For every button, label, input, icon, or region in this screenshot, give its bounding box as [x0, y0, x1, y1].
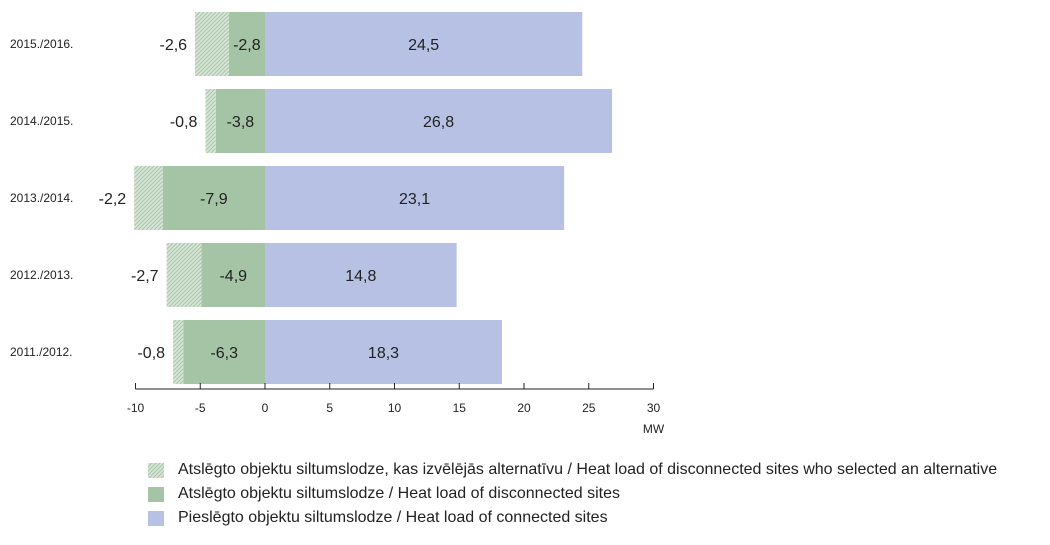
x-tick-label: 15 — [453, 401, 467, 415]
data-label-connected: 24,5 — [408, 37, 439, 54]
bar-alternative — [167, 243, 202, 307]
chart: 2015./2016. 24,5 -2,8 -2,6 2014./2015. 26,8 -3… — [0, 0, 1050, 455]
data-label-disconnected: -7,9 — [200, 191, 228, 208]
x-tick-label: -5 — [195, 401, 206, 415]
data-label-connected: 23,1 — [399, 191, 430, 208]
hatch-swatch — [148, 463, 164, 478]
data-label-alternative: -2,2 — [99, 191, 127, 208]
legend-item-disconnected: Atslēgto objektu siltumslodze / Heat loa… — [148, 483, 997, 505]
x-tick-label: 30 — [647, 401, 661, 415]
legend-label-connected: Pieslēgto objektu siltumslodze / Heat lo… — [178, 509, 608, 527]
x-tick-label: 0 — [262, 401, 269, 415]
category-label: 2011./2012. — [10, 345, 73, 359]
data-label-disconnected: -6,3 — [210, 345, 238, 362]
data-label-alternative: -2,6 — [159, 37, 187, 54]
data-label-alternative: -2,7 — [131, 268, 159, 285]
data-label-alternative: -0,8 — [170, 114, 198, 131]
x-tick-label: 5 — [326, 401, 333, 415]
data-label-connected: 18,3 — [368, 345, 399, 362]
data-label-disconnected: -4,9 — [219, 268, 247, 285]
data-label-connected: 14,8 — [345, 268, 376, 285]
x-axis-label: MW — [643, 422, 665, 436]
category-label: 2015./2016. — [10, 37, 73, 51]
category-label: 2014./2015. — [10, 114, 73, 128]
bar-alternative — [205, 89, 215, 153]
data-label-disconnected: -2,8 — [233, 37, 261, 54]
legend-label-disconnected: Atslēgto objektu siltumslodze / Heat loa… — [178, 485, 620, 503]
bar-alternative — [195, 12, 229, 76]
x-tick-label: 25 — [582, 401, 596, 415]
legend-swatch-disconnected — [148, 487, 164, 502]
category-label: 2012./2013. — [10, 268, 73, 282]
legend-item-connected: Pieslēgto objektu siltumslodze / Heat lo… — [148, 507, 997, 529]
legend-swatch-alternative — [148, 463, 164, 478]
legend-swatch-connected — [148, 511, 164, 526]
x-tick-label: 10 — [388, 401, 402, 415]
bar-alternative — [173, 320, 183, 384]
x-tick-label: -10 — [127, 401, 145, 415]
x-axis: -10 -5 0 5 10 15 20 25 30 MW — [127, 383, 665, 436]
data-label-alternative: -0,8 — [137, 345, 165, 362]
data-label-connected: 26,8 — [423, 114, 454, 131]
legend-item-alternative: Atslēgto objektu siltumslodze, kas izvēl… — [148, 459, 997, 481]
x-tick-label: 20 — [517, 401, 531, 415]
legend: Atslēgto objektu siltumslodze, kas izvēl… — [148, 459, 997, 531]
legend-label-alternative: Atslēgto objektu siltumslodze, kas izvēl… — [178, 461, 997, 479]
bar-alternative — [134, 166, 162, 230]
data-label-disconnected: -3,8 — [227, 114, 255, 131]
category-label: 2013./2014. — [10, 191, 73, 205]
